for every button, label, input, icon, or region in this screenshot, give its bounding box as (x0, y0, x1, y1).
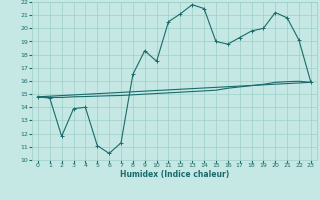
X-axis label: Humidex (Indice chaleur): Humidex (Indice chaleur) (120, 170, 229, 179)
